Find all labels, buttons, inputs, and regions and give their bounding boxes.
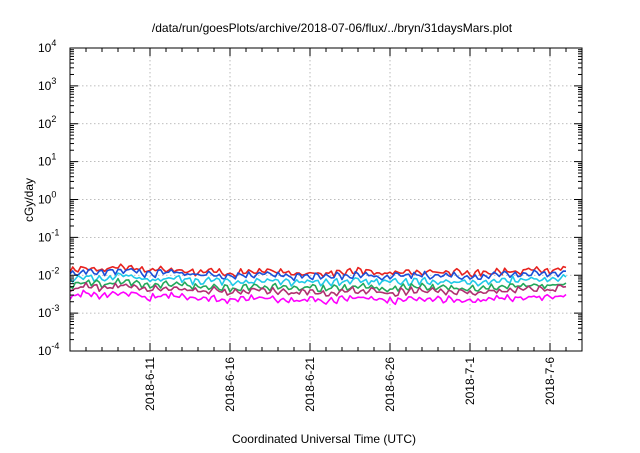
y-tick-label: 100 <box>38 190 56 207</box>
y-tick-label: 101 <box>38 152 56 169</box>
x-axis-label: Coordinated Universal Time (UTC) <box>232 432 416 446</box>
x-tick-label: 2018-6-21 <box>303 357 317 412</box>
x-tick-label: 2018-6-11 <box>143 357 157 411</box>
x-tick-label: 2018-7-1 <box>463 357 477 405</box>
ticks <box>69 47 583 352</box>
x-tick-label: 2018-6-16 <box>223 357 237 412</box>
y-axis-label: cGy/day <box>22 178 36 222</box>
y-tick-labels: 10-4 10-3 10-2 10-1 100 101 102 103 104 <box>38 38 59 358</box>
series-line <box>69 267 567 282</box>
y-tick-label: 10-1 <box>38 227 59 244</box>
x-tick-label: 2018-7-6 <box>543 357 557 405</box>
x-tick-labels: 2018-6-11 2018-6-16 2018-6-21 2018-6-26 2018… <box>143 357 557 412</box>
y-tick-label: 10-2 <box>38 265 59 282</box>
chart-title: /data/run/goesPlots/archive/2018-07-06/f… <box>152 21 513 35</box>
y-tick-label: 10-3 <box>38 303 59 320</box>
grid <box>70 48 582 351</box>
y-tick-label: 102 <box>38 114 56 131</box>
y-tick-label: 104 <box>38 38 56 55</box>
series-line <box>69 263 567 278</box>
y-tick-label: 10-4 <box>38 341 59 358</box>
series-line <box>69 281 567 297</box>
x-tick-label: 2018-6-26 <box>383 357 397 412</box>
y-tick-label: 103 <box>38 76 56 93</box>
series-layer <box>69 263 567 306</box>
series-line <box>69 277 567 293</box>
series-line <box>69 272 567 287</box>
series-line <box>69 289 567 306</box>
